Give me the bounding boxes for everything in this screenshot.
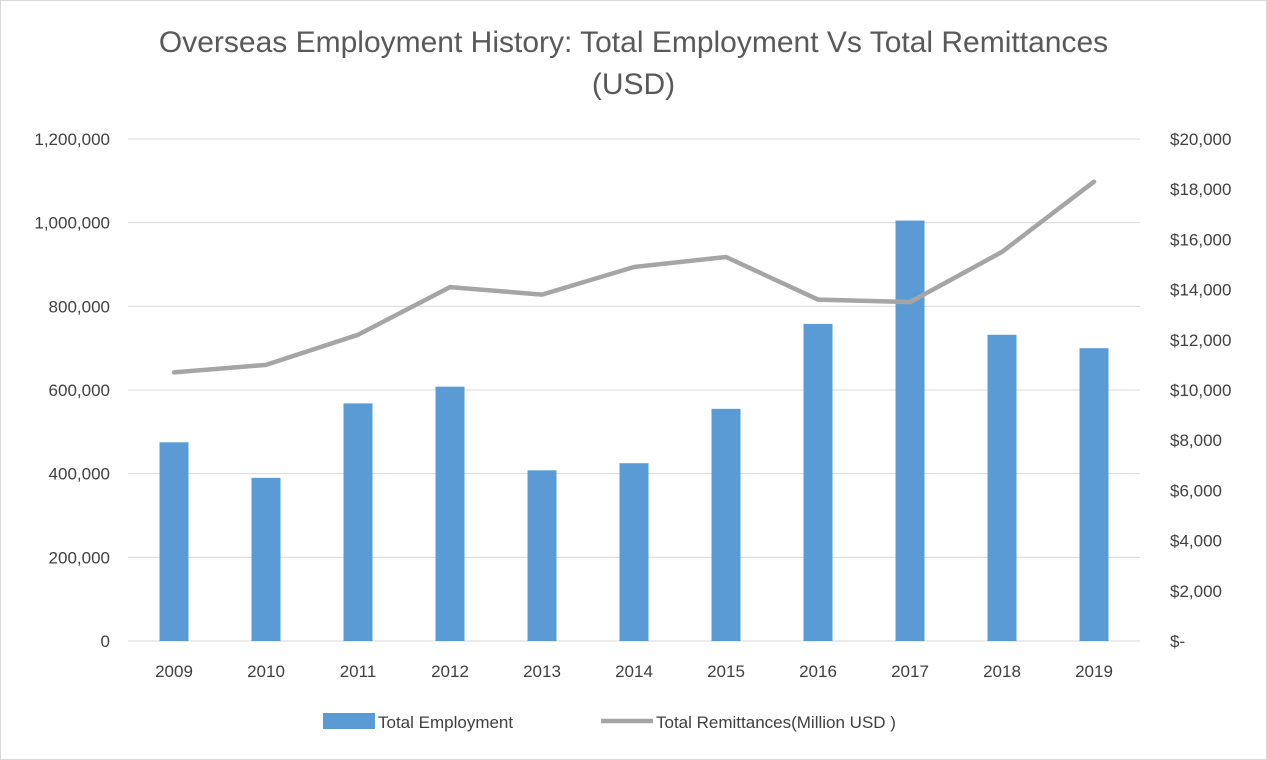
y-left-tick-label: 200,000 — [49, 548, 110, 567]
y-right-tick-label: $18,000 — [1170, 180, 1231, 199]
y-right-tick-label: $20,000 — [1170, 130, 1231, 149]
y-right-tick-label: $12,000 — [1170, 331, 1231, 350]
x-tick-label: 2009 — [155, 662, 193, 681]
y-right-tick-label: $10,000 — [1170, 381, 1231, 400]
legend-label-total-remittances: Total Remittances(Million USD ) — [656, 713, 896, 732]
y-left-tick-label: 1,200,000 — [34, 130, 110, 149]
bar-total-employment — [987, 334, 1017, 641]
x-tick-label: 2010 — [247, 662, 285, 681]
y-left-tick-label: 1,000,000 — [34, 214, 110, 233]
x-tick-label: 2011 — [340, 662, 377, 681]
legend-swatch-total-employment — [323, 713, 375, 729]
legend-label-total-employment: Total Employment — [378, 713, 513, 732]
x-tick-label: 2015 — [707, 662, 745, 681]
bar-total-employment — [711, 408, 741, 641]
line-total-remittances — [171, 179, 1097, 375]
y-right-tick-label: $6,000 — [1170, 481, 1222, 500]
bar-total-employment — [1079, 348, 1109, 641]
x-tick-label: 2019 — [1075, 662, 1113, 681]
bar-total-employment — [435, 386, 465, 641]
bar-total-employment — [527, 470, 557, 641]
y-right-tick-label: $- — [1170, 632, 1185, 651]
bar-total-employment — [343, 403, 373, 641]
x-tick-label: 2012 — [431, 662, 469, 681]
y-left-tick-label: 800,000 — [49, 297, 110, 316]
bar-total-employment — [159, 442, 189, 641]
x-tick-label: 2018 — [983, 662, 1021, 681]
x-tick-label: 2016 — [799, 662, 837, 681]
bar-total-employment — [619, 463, 649, 641]
bar-total-employment — [895, 220, 925, 641]
y-right-tick-label: $16,000 — [1170, 230, 1231, 249]
x-tick-label: 2013 — [523, 662, 561, 681]
chart-title: Overseas Employment History: Total Emplo… — [158, 26, 1109, 101]
bar-total-employment — [803, 323, 833, 641]
y-right-tick-label: $2,000 — [1170, 582, 1222, 601]
x-tick-label: 2017 — [891, 662, 929, 681]
y-left-tick-label: 400,000 — [49, 465, 110, 484]
y-right-tick-label: $4,000 — [1170, 532, 1222, 551]
y-right-tick-label: $14,000 — [1170, 281, 1231, 300]
y-left-tick-label: 0 — [101, 632, 110, 651]
y-left-tick-label: 600,000 — [49, 381, 110, 400]
y-right-tick-label: $8,000 — [1170, 431, 1222, 450]
x-tick-label: 2014 — [615, 662, 653, 681]
bar-total-employment — [251, 477, 281, 641]
